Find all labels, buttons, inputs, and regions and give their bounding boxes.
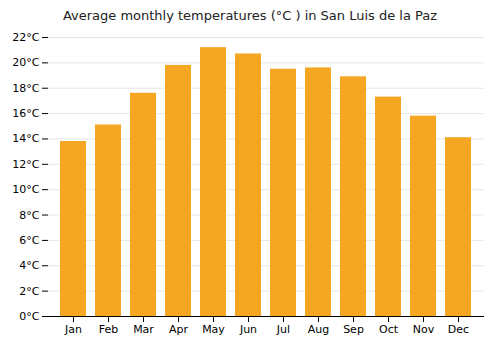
svg-text:Apr: Apr [169, 323, 189, 336]
svg-text:18°C: 18°C [12, 82, 39, 95]
svg-text:Oct: Oct [379, 323, 399, 336]
svg-text:16°C: 16°C [12, 107, 39, 120]
svg-text:Mar: Mar [133, 323, 154, 336]
svg-text:20°C: 20°C [12, 56, 39, 69]
svg-text:2°C: 2°C [19, 285, 39, 298]
svg-text:12°C: 12°C [12, 158, 39, 171]
svg-text:Aug: Aug [308, 323, 329, 336]
svg-text:May: May [202, 323, 225, 336]
svg-text:6°C: 6°C [19, 234, 39, 247]
svg-text:22°C: 22°C [12, 31, 39, 44]
svg-text:Jul: Jul [276, 323, 290, 336]
svg-text:Jun: Jun [239, 323, 257, 336]
svg-text:Feb: Feb [99, 323, 118, 336]
svg-text:14°C: 14°C [12, 132, 39, 145]
html-text:Average monthly temperatures (: Average monthly temperatures (°C ) in Sa… [62, 8, 438, 23]
svg-text:10°C: 10°C [12, 183, 39, 196]
svg-text:Dec: Dec [448, 323, 469, 336]
svg-text:Sep: Sep [343, 323, 364, 336]
svg-text:8°C: 8°C [19, 209, 39, 222]
svg-text:Jan: Jan [64, 323, 82, 336]
svg-text:Nov: Nov [413, 323, 435, 336]
svg-text:0°C: 0°C [19, 310, 39, 323]
svg-text:4°C: 4°C [19, 259, 39, 272]
